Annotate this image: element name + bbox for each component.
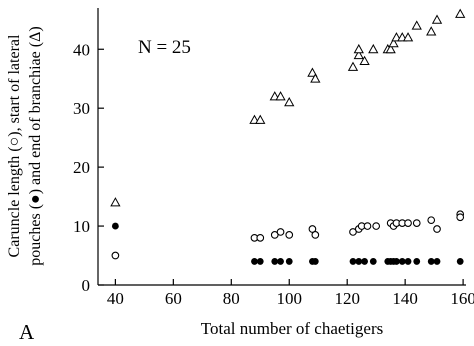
data-point-lateral-pouches	[456, 258, 464, 265]
data-point-caruncle-length	[404, 219, 412, 227]
data-point-caruncle-length	[349, 228, 357, 236]
data-point-branchiae-end	[275, 91, 286, 101]
data-point-lateral-pouches	[311, 258, 319, 265]
y-tick-label: 40	[73, 40, 90, 59]
data-point-branchiae-end	[359, 55, 370, 65]
data-point-lateral-pouches	[271, 258, 279, 265]
data-point-lateral-pouches	[413, 258, 421, 265]
data-point-caruncle-length	[270, 231, 279, 239]
data-point-branchiae-end	[385, 43, 396, 54]
data-point-lateral-pouches	[111, 222, 119, 230]
data-point-lateral-pouches	[349, 258, 357, 265]
data-point-branchiae-end	[353, 43, 364, 54]
data-point-lateral-pouches	[433, 258, 441, 265]
x-tick-label: 100	[276, 289, 302, 308]
data-point-caruncle-length	[276, 228, 285, 236]
data-point-caruncle-length	[363, 222, 372, 230]
x-tick-label: 80	[223, 289, 240, 308]
y-tick-label: 30	[73, 99, 90, 118]
data-point-lateral-pouches	[393, 258, 400, 265]
data-point-branchiae-end	[368, 43, 379, 54]
data-point-branchiae-end	[426, 26, 437, 36]
x-axis-label: Total number of chaetigers	[201, 319, 383, 338]
data-point-lateral-pouches	[285, 258, 293, 265]
data-point-lateral-pouches	[398, 258, 406, 265]
data-point-caruncle-length	[311, 231, 320, 239]
y-axis-ticks: 0 10 20 30 40	[73, 40, 104, 295]
data-point-branchiae-end	[455, 8, 466, 18]
data-point-branchiae-end	[284, 96, 295, 107]
data-point-lateral-pouches	[277, 258, 284, 265]
sample-size-annotation: N = 25	[138, 37, 191, 58]
data-point-branchiae-end	[307, 67, 318, 77]
data-point-caruncle-length	[427, 216, 436, 225]
y-axis-label-line2: pouches (●) and end of branchiae (Δ)	[27, 26, 44, 265]
data-point-branchiae-end	[388, 38, 399, 48]
y-tick-label: 0	[82, 276, 91, 295]
y-tick-label: 10	[73, 217, 90, 236]
data-point-lateral-pouches	[355, 258, 363, 265]
panel-label: A	[19, 320, 35, 344]
data-point-caruncle-length	[308, 225, 317, 233]
data-point-lateral-pouches	[361, 258, 368, 265]
data-point-branchiae-end	[353, 49, 364, 60]
data-point-caruncle-length	[111, 251, 120, 260]
data-point-lateral-pouches	[427, 258, 435, 265]
data-point-lateral-pouches	[256, 258, 264, 265]
data-point-branchiae-end	[347, 61, 359, 71]
y-axis-label-line1: Caruncle length (○), start of lateral	[6, 34, 23, 257]
x-tick-label: 120	[334, 289, 360, 308]
data-point-branchiae-end	[310, 73, 321, 83]
data-point-lateral-pouches	[251, 258, 258, 265]
data-point-caruncle-length	[433, 225, 441, 233]
data-point-lateral-pouches	[369, 258, 377, 265]
x-tick-label: 160	[450, 289, 474, 308]
data-point-caruncle-length	[256, 234, 265, 242]
y-tick-label: 20	[73, 158, 90, 177]
x-tick-label: 40	[107, 289, 124, 308]
data-point-caruncle-length	[372, 222, 381, 230]
data-points	[110, 8, 466, 265]
data-point-branchiae-end	[110, 197, 121, 207]
data-point-branchiae-end	[431, 14, 443, 24]
data-point-branchiae-end	[411, 20, 422, 30]
x-axis-ticks: 40 60 80 100 120 140 160	[107, 279, 474, 308]
data-point-branchiae-end	[402, 32, 414, 42]
data-point-caruncle-length	[412, 219, 421, 227]
data-point-branchiae-end	[255, 114, 266, 124]
x-tick-label: 140	[392, 289, 418, 308]
data-point-lateral-pouches	[404, 258, 412, 265]
data-point-caruncle-length	[285, 231, 294, 239]
x-tick-label: 60	[165, 289, 182, 308]
data-point-caruncle-length	[456, 213, 465, 222]
